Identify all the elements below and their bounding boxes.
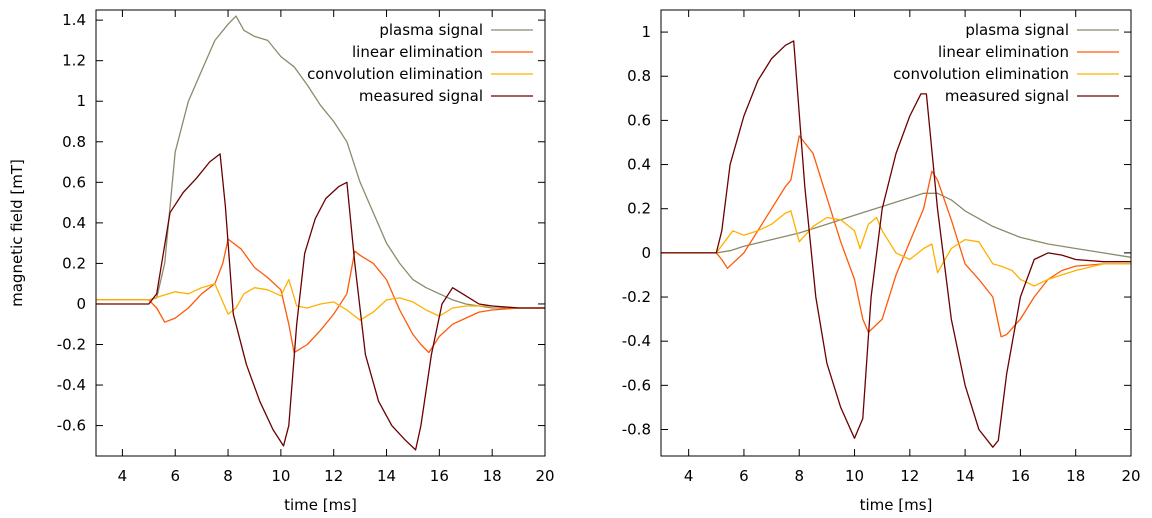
x-tick-label: 12 [324,467,343,485]
plot-frame [95,9,546,457]
legend-label-measured-signal: measured signal [359,87,483,105]
y-tick-label: -0.2 [57,336,86,354]
y-tick-label: -0.6 [622,376,651,394]
legend-label-linear-elimination: linear elimination [352,43,483,61]
y-tick-label: -0.6 [57,417,86,435]
plot-frame [660,9,1132,457]
y-tick-label: 0.6 [627,111,651,129]
y-tick-label: 1.4 [62,11,86,29]
y-tick-label: 0 [641,244,651,262]
series-line-linear-elimination [661,135,1131,338]
y-tick-label: 0.4 [62,214,86,232]
y-tick-label: 1 [76,92,86,110]
legend-label-plasma-signal: plasma signal [379,21,483,39]
legend-label-convolution-elimination: convolution elimination [307,65,483,83]
y-tick-label: -0.4 [57,376,86,394]
y-tick-label: 0.4 [627,156,651,174]
x-tick-label: 10 [845,467,864,485]
legend-label-plasma-signal: plasma signal [965,21,1069,39]
series-line-convolution-elimination [661,210,1131,287]
x-axis-label: time [ms] [284,496,357,514]
series-line-measured-signal [96,153,545,451]
x-tick-label: 16 [430,467,449,485]
legend-label-linear-elimination: linear elimination [938,43,1069,61]
x-axis-label: time [ms] [860,496,933,514]
y-tick-label: -0.8 [622,421,651,439]
series-line-linear-elimination [96,238,545,354]
x-tick-label: 16 [1011,467,1030,485]
x-tick-label: 4 [118,467,128,485]
x-tick-label: 6 [739,467,749,485]
series-line-plasma-signal [661,192,1132,258]
x-tick-label: 20 [1121,467,1140,485]
x-tick-label: 10 [271,467,290,485]
y-tick-label: 0.6 [62,173,86,191]
x-tick-label: 18 [483,467,502,485]
x-tick-label: 8 [223,467,233,485]
legend-label-convolution-elimination: convolution elimination [893,65,1069,83]
y-tick-label: 1 [641,23,651,41]
x-tick-label: 6 [170,467,180,485]
y-tick-label: 0 [76,295,86,313]
legend-label-measured-signal: measured signal [945,87,1069,105]
x-tick-label: 12 [900,467,919,485]
y-axis-label: magnetic field [mT] [8,159,26,307]
x-tick-label: 18 [1066,467,1085,485]
y-tick-label: 1.2 [62,52,86,70]
x-tick-label: 4 [684,467,694,485]
x-tick-label: 14 [377,467,396,485]
series-line-plasma-signal [96,15,545,309]
y-tick-label: 0.8 [627,67,651,85]
x-tick-label: 8 [794,467,804,485]
series-line-convolution-elimination [96,278,545,321]
x-tick-label: 20 [535,467,554,485]
y-tick-label: 0.2 [627,200,651,218]
y-tick-label: -0.4 [622,332,651,350]
chart-panel-1: 4 6 8 10 12 14 16 18 20 -0.6 -0.4 -0.2 0 0.2 0.4 0.6 0.8… [8,9,555,514]
y-tick-label: 0.2 [62,254,86,272]
series-line-measured-signal [661,40,1131,448]
y-tick-label: -0.2 [622,288,651,306]
chart-panel-2: 4 6 8 10 12 14 16 18 20 -0.8 -0.6 -0.4 -0.2 0 0.2 0.4 0.… [622,9,1141,514]
y-tick-label: 0.8 [62,133,86,151]
x-tick-label: 14 [956,467,975,485]
